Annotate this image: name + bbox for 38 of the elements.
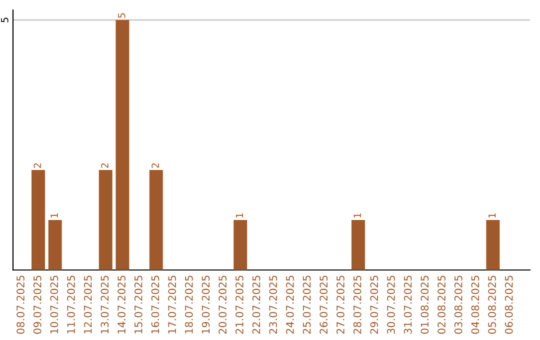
x-tick-label: 10.07.2025: [50, 276, 58, 334]
data-label: 2: [34, 163, 41, 168]
data-label: 1: [236, 213, 244, 218]
x-tick-label: 28.07.2025: [353, 276, 362, 334]
x-tick-label: 29.07.2025: [370, 276, 378, 334]
x-tick-label: 27.07.2025: [336, 276, 344, 334]
data-label: 2: [101, 163, 108, 168]
x-tick-label: 06.08.2025: [504, 276, 513, 334]
x-tick-label: 16.07.2025: [151, 276, 160, 334]
x-tick-label: 25.07.2025: [302, 276, 311, 334]
x-tick-label: 30.07.2025: [387, 276, 395, 334]
x-tick-label: 24.07.2025: [286, 276, 294, 334]
x-tick-label: 02.08.2025: [438, 276, 446, 334]
x-tick-label: 18.07.2025: [184, 276, 193, 334]
x-tick-label: 09.07.2025: [33, 276, 42, 334]
data-label: 1: [354, 213, 361, 218]
x-tick-label: 01.08.2025: [420, 276, 429, 334]
x-tick-label: 04.08.2025: [471, 276, 480, 334]
x-tick-label: 03.08.2025: [454, 276, 462, 334]
x-tick-label: 23.07.2025: [269, 276, 278, 334]
data-label: 5: [118, 13, 126, 18]
x-tick-label: 17.07.2025: [168, 276, 176, 334]
data-label: 2: [152, 163, 159, 168]
data-label: 1: [50, 213, 58, 218]
x-tick-label: 05.08.2025: [488, 276, 496, 334]
x-tick-label: 15.07.2025: [134, 276, 142, 334]
x-tick-label: 19.07.2025: [202, 276, 210, 334]
x-tick-label: 08.07.2025: [16, 276, 24, 334]
x-tick-label: 11.07.2025: [67, 276, 75, 334]
x-tick-label: 14.07.2025: [118, 276, 126, 334]
x-tick-label: 22.07.2025: [252, 276, 260, 334]
x-tick-label: 21.07.2025: [235, 276, 244, 334]
x-tick-label: 31.07.2025: [404, 276, 412, 334]
data-label: 1: [488, 213, 496, 218]
x-tick-label: 13.07.2025: [100, 276, 109, 334]
x-tick-label: 26.07.2025: [320, 276, 328, 334]
x-tick-label: 20.07.2025: [218, 276, 227, 334]
x-tick-label: 12.07.2025: [84, 276, 92, 334]
